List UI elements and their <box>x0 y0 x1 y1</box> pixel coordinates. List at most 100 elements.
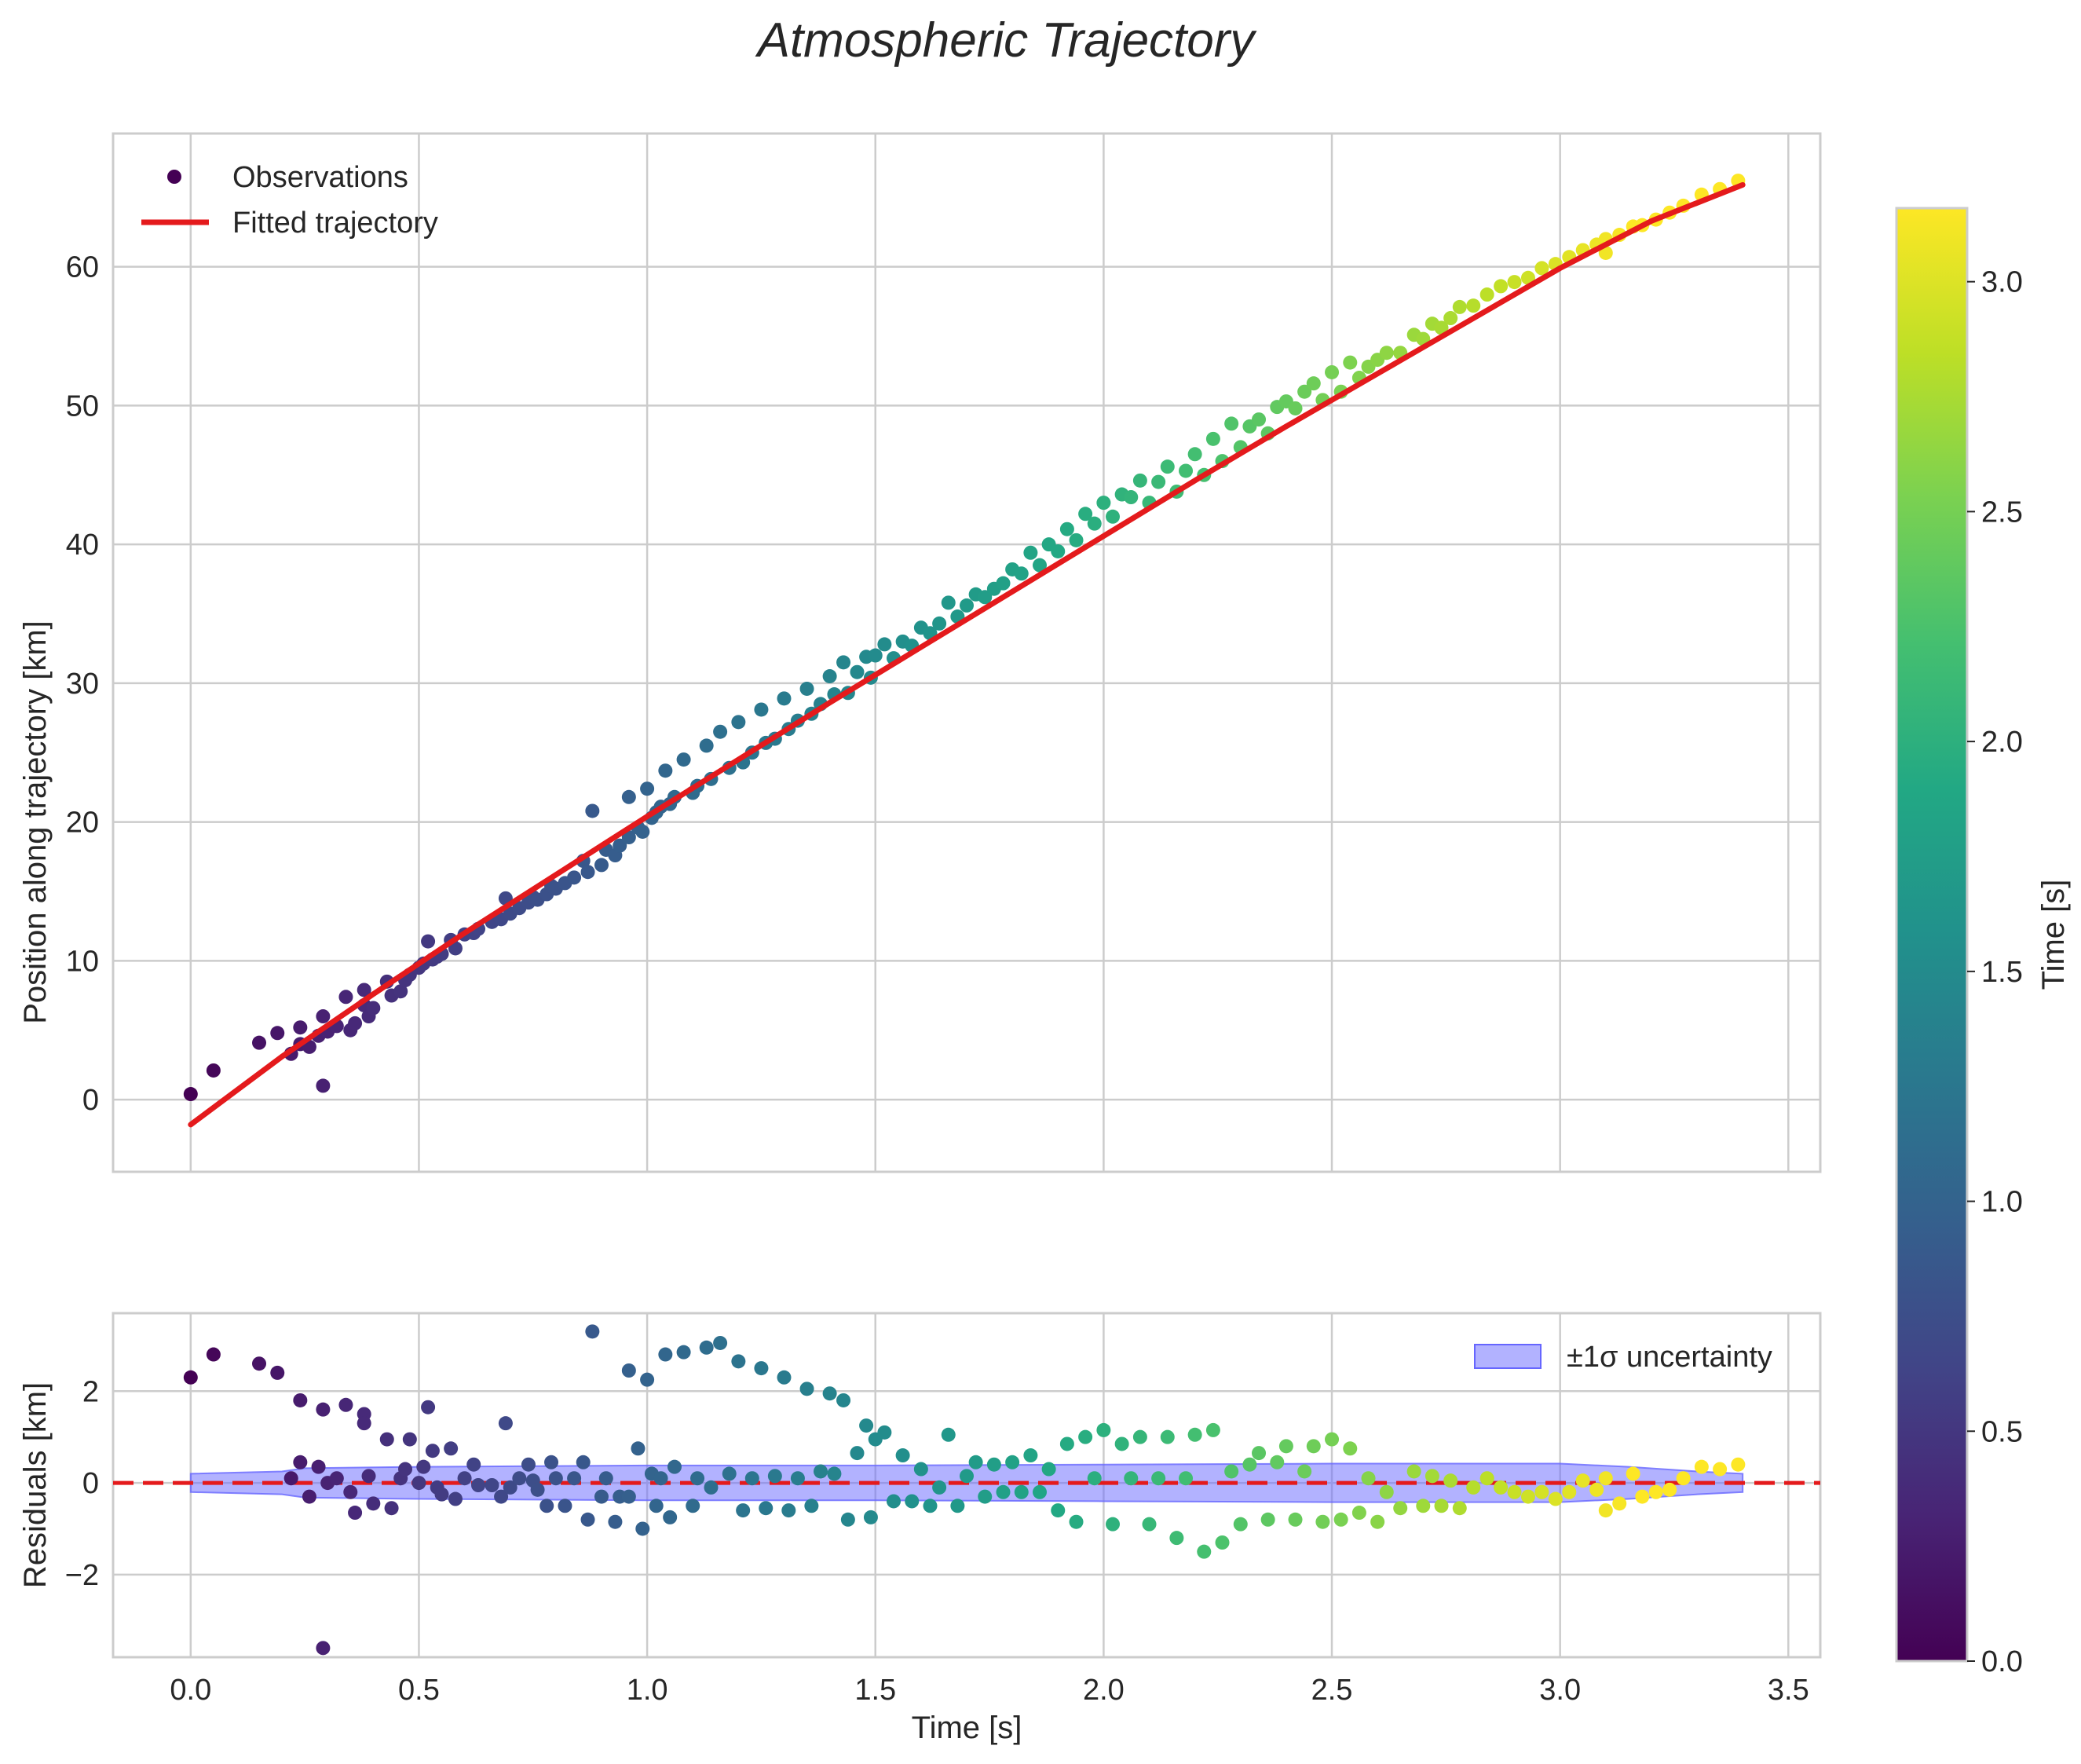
residual-point <box>781 1503 796 1518</box>
residual-point <box>713 1335 728 1350</box>
residual-point <box>338 1397 353 1412</box>
residual-point <box>863 1510 878 1524</box>
colorbar-tick-label: 2.0 <box>1981 726 2023 759</box>
trajectory-y-label: Position along trajectory [km] <box>18 620 53 1024</box>
residual-point <box>690 1471 705 1486</box>
residual-point <box>1393 1501 1408 1516</box>
x-tick-label: 2.0 <box>1083 1674 1125 1707</box>
residual-point <box>631 1441 646 1456</box>
trajectory-y-tick-label: 40 <box>66 529 99 562</box>
colorbar-tick-label: 1.5 <box>1981 956 2023 989</box>
residual-point <box>1142 1517 1157 1532</box>
observation-point <box>621 789 636 804</box>
observation-point <box>1096 496 1111 511</box>
residual-point <box>859 1418 874 1433</box>
residual-point <box>950 1499 965 1513</box>
residual-point <box>941 1427 956 1442</box>
residual-point <box>986 1457 1001 1472</box>
residual-point <box>1059 1436 1074 1451</box>
residual-point <box>836 1393 851 1407</box>
residual-point <box>421 1400 436 1414</box>
observation-point <box>996 576 1011 591</box>
colorbar-ticks: 0.0 0.5 1.0 1.5 2.0 2.5 3.0 <box>1967 266 2023 1678</box>
residual-point <box>594 1489 609 1504</box>
residual-point <box>1160 1429 1175 1444</box>
observation-point <box>836 655 851 670</box>
colorbar-tick-label: 0.0 <box>1981 1645 2023 1678</box>
residual-point <box>539 1499 554 1513</box>
residual-point <box>293 1455 308 1469</box>
residual-point <box>699 1340 714 1355</box>
residual-point <box>503 1480 518 1495</box>
observation-point <box>357 983 371 997</box>
residual-point <box>416 1459 431 1474</box>
observation-point <box>1160 459 1175 474</box>
residual-point <box>744 1471 759 1486</box>
x-axis-label: Time [s] <box>912 1711 1022 1745</box>
observation-point <box>1179 463 1194 478</box>
residual-point <box>1187 1427 1202 1442</box>
residual-point <box>1379 1484 1394 1499</box>
residual-point <box>1635 1489 1650 1504</box>
residual-point <box>183 1370 198 1385</box>
trajectory-grid <box>113 134 1820 1172</box>
residual-point <box>886 1494 901 1509</box>
residual-point <box>978 1489 993 1504</box>
observation-point <box>941 595 956 610</box>
residual-point <box>402 1432 417 1447</box>
residual-point <box>1520 1489 1535 1504</box>
observation-point <box>1306 376 1321 391</box>
residual-point <box>1648 1484 1663 1499</box>
legend-observations-marker <box>167 170 181 184</box>
residual-point <box>585 1324 600 1339</box>
trajectory-y-tick-label: 50 <box>66 390 99 423</box>
residual-point <box>1078 1429 1093 1444</box>
residual-point <box>667 1459 682 1474</box>
residual-point <box>1713 1462 1728 1477</box>
residual-point <box>923 1499 938 1513</box>
residual-point <box>1069 1514 1084 1529</box>
residual-point <box>686 1499 700 1513</box>
residual-point <box>1466 1480 1481 1495</box>
observation-point <box>635 824 650 839</box>
residual-point <box>1676 1471 1691 1486</box>
residual-point <box>1598 1471 1613 1486</box>
residual-point <box>1370 1514 1385 1529</box>
residual-point <box>905 1494 920 1509</box>
residual-point <box>996 1484 1011 1499</box>
observation-point <box>754 702 769 717</box>
observation-point <box>1252 412 1267 427</box>
colorbar: 0.0 0.5 1.0 1.5 2.0 2.5 3.0 Time [s] <box>1895 207 2071 1678</box>
residual-point <box>361 1469 376 1484</box>
residual-point <box>1215 1535 1230 1550</box>
residuals-y-tick-label: −2 <box>65 1559 99 1592</box>
residual-point <box>448 1491 463 1506</box>
residual-point <box>348 1506 363 1521</box>
observation-point <box>850 664 865 679</box>
trajectory-y-tick-label: 30 <box>66 668 99 701</box>
residual-point <box>283 1471 298 1486</box>
residual-point <box>379 1432 394 1447</box>
residual-point <box>316 1641 331 1656</box>
residual-point <box>485 1478 499 1492</box>
colorbar-tick-label: 3.0 <box>1981 266 2023 299</box>
trajectory-y-ticks: 0 10 20 30 40 50 60 <box>66 251 99 1117</box>
observation-point <box>1434 320 1449 335</box>
observation-point <box>713 724 728 739</box>
observation-point <box>1534 261 1549 276</box>
residual-point <box>1033 1484 1048 1499</box>
colorbar-tick-label: 0.5 <box>1981 1415 2023 1448</box>
residual-point <box>1534 1484 1549 1499</box>
residual-point <box>790 1471 805 1486</box>
observation-point <box>1224 416 1239 431</box>
residual-point <box>1087 1471 1102 1486</box>
observation-point <box>252 1035 267 1050</box>
observation-point <box>206 1063 221 1078</box>
observation-point <box>421 934 436 949</box>
observation-point <box>613 838 627 853</box>
residual-point <box>932 1480 947 1495</box>
residual-point <box>1151 1471 1166 1486</box>
residual-point <box>1114 1436 1129 1451</box>
residual-point <box>804 1499 819 1513</box>
residual-point <box>434 1487 449 1502</box>
